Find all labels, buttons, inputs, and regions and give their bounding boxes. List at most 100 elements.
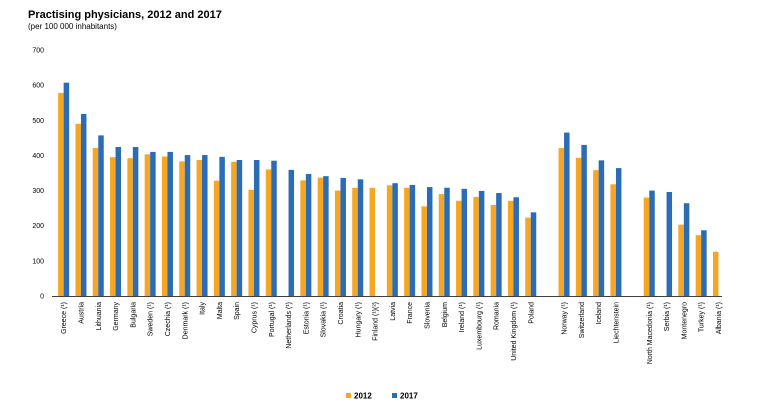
x-tick-label-3: Germany	[113, 302, 120, 331]
bar-2017-13	[288, 169, 295, 296]
x-tick-label-11: Cyprus (¹)	[251, 302, 258, 333]
x-tick-label-15: Slovakia (¹)	[321, 302, 328, 337]
x-tick-label-2: Lithuania	[96, 302, 103, 331]
bar-2012-6	[161, 156, 168, 296]
bar-2017-26	[513, 197, 519, 296]
x-tick-label-6: Czechia (¹)	[165, 302, 172, 336]
x-tick-label-10: Spain	[234, 302, 241, 320]
x-axis-labels: Greece (¹) Austria Lithuania Germany Bulgari…	[61, 302, 723, 365]
bar-2012-9	[213, 180, 220, 296]
y-tick-label-4: 400	[32, 153, 44, 160]
bar-2017-0	[63, 82, 70, 297]
legend-label-2012: 2012	[354, 392, 372, 401]
bar-2017-29	[581, 144, 587, 296]
bar-2012-15	[317, 177, 324, 296]
bar-2012-11	[248, 189, 254, 296]
x-tick-label-30: Iceland	[596, 302, 603, 325]
bar-2012-18	[369, 187, 376, 296]
y-tick-label-0: 0	[40, 294, 44, 301]
bar-2012-27	[525, 217, 531, 296]
x-tick-label-4: Bulgaria	[130, 302, 137, 328]
bar-2012-23	[456, 200, 462, 296]
x-tick-label-8: Italy	[200, 302, 207, 315]
bar-2012-2	[92, 148, 99, 296]
x-tick-label-29: Switzerland	[579, 302, 586, 338]
bar-2017-5	[150, 151, 156, 296]
bar-2017-7	[184, 155, 191, 296]
bar-2017-4	[132, 146, 139, 296]
x-tick-label-34: Montenegro	[681, 302, 688, 339]
bar-2012-36	[712, 251, 719, 296]
y-tick-label-1: 100	[32, 258, 44, 265]
bar-2012-34	[678, 224, 684, 296]
bar-2012-20	[404, 187, 410, 296]
x-tick-label-22: Belgium	[442, 302, 449, 327]
bar-2017-17	[357, 179, 364, 296]
bar-2012-3	[110, 157, 116, 296]
bar-2012-7	[179, 161, 185, 296]
y-tick-label-7: 700	[32, 48, 44, 55]
x-tick-label-28: Norway (¹)	[562, 302, 569, 335]
x-tick-label-24: Luxembourg (¹)	[476, 302, 483, 350]
x-tick-label-16: Croatia	[338, 302, 345, 325]
bar-2012-28	[558, 148, 565, 296]
legend: 2012 2017	[346, 392, 418, 401]
bar-2012-22	[438, 194, 445, 296]
y-tick-label-2: 200	[32, 223, 44, 230]
y-axis: 0 100 200 300 400 500 600 700	[32, 48, 722, 301]
bar-2012-24	[473, 196, 479, 296]
bar-2017-16	[340, 177, 346, 296]
bar-2017-30	[598, 160, 605, 296]
legend-swatch-2012	[346, 393, 351, 398]
x-tick-label-19: Latvia	[390, 302, 397, 321]
bar-2017-11	[253, 160, 260, 296]
bar-2012-29	[575, 157, 582, 296]
bar-2012-8	[196, 160, 203, 296]
bar-2012-14	[300, 180, 306, 296]
x-tick-label-26: United Kingdom (¹)	[511, 302, 518, 361]
bar-2017-19	[392, 183, 398, 296]
bar-2012-1	[75, 123, 81, 296]
bar-2017-1	[80, 113, 87, 297]
bar-2012-5	[144, 154, 151, 296]
x-tick-label-9: Malta	[217, 302, 224, 319]
x-tick-label-27: Poland	[528, 302, 535, 324]
y-tick-label-6: 600	[32, 83, 44, 90]
x-tick-label-1: Austria	[78, 302, 85, 324]
legend-swatch-2017	[392, 393, 397, 398]
y-tick-label-5: 500	[32, 118, 44, 125]
bar-2012-30	[593, 170, 599, 296]
x-tick-label-31: Liechtenstein	[613, 302, 620, 343]
bar-2012-0	[58, 92, 64, 297]
bar-2017-32	[649, 190, 655, 296]
x-tick-label-21: Slovenia	[424, 302, 431, 329]
bar-2017-27	[530, 212, 537, 296]
bar-2017-23	[461, 188, 468, 296]
chart-title: Practising physicians, 2012 and 2017	[28, 9, 222, 21]
bar-2017-21	[426, 187, 433, 296]
bar-2012-17	[352, 187, 358, 296]
bar-2017-33	[666, 191, 673, 296]
x-tick-label-33: Serbia (¹)	[664, 302, 671, 331]
bar-2017-35	[701, 230, 707, 296]
x-tick-label-35: Turkey (¹)	[699, 302, 706, 332]
bar-2017-22	[444, 187, 450, 296]
legend-label-2017: 2017	[400, 392, 418, 401]
bar-2017-28	[564, 132, 570, 296]
bar-2017-15	[323, 176, 329, 296]
x-tick-label-32: North Macedonia (¹)	[647, 302, 654, 364]
bar-2012-25	[490, 204, 497, 296]
x-tick-label-17: Hungary (¹)	[355, 302, 362, 337]
x-tick-label-23: Ireland (¹)	[459, 302, 466, 332]
bars	[58, 82, 719, 297]
bar-2017-25	[496, 193, 502, 296]
chart-subtitle: (per 100 000 inhabitants)	[28, 22, 117, 31]
x-tick-label-5: Sweden (¹)	[148, 302, 155, 336]
x-tick-label-18: Finland (¹)(²)	[373, 302, 380, 341]
x-tick-label-12: Portugal (¹)	[269, 302, 276, 337]
bar-2012-26	[507, 200, 514, 296]
bar-2012-12	[265, 169, 272, 296]
bar-2012-10	[231, 161, 237, 296]
bar-2017-20	[409, 184, 416, 296]
